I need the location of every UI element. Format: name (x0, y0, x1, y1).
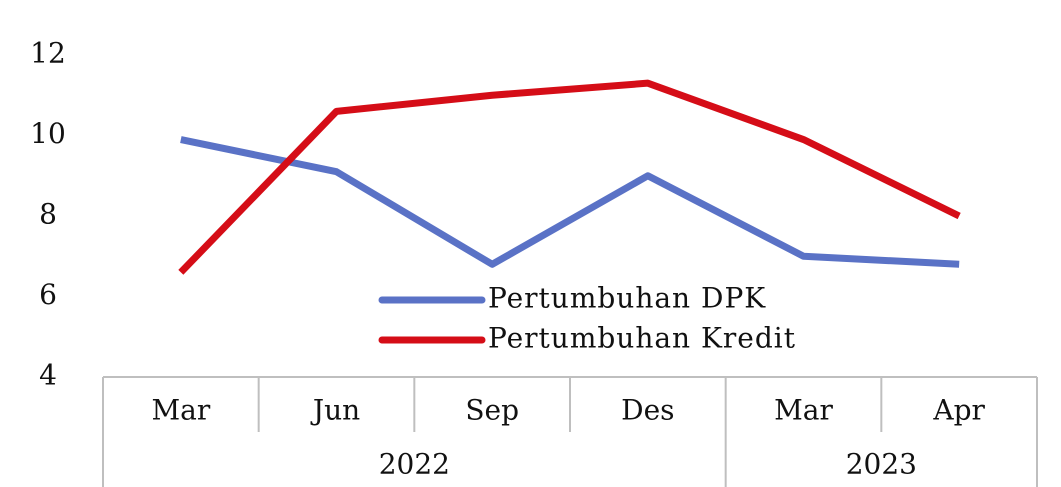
y-tick-label: 10 (30, 117, 66, 150)
legend-label: Pertumbuhan DPK (488, 282, 766, 315)
legend-label: Pertumbuhan Kredit (488, 322, 796, 355)
group-label: 2022 (379, 448, 450, 481)
x-tick-label: Des (621, 394, 674, 427)
x-tick-label: Mar (774, 394, 833, 427)
group-label: 2023 (846, 448, 917, 481)
y-tick-label: 6 (39, 278, 57, 311)
data-line (180, 136, 960, 268)
x-tick-label: Jun (310, 394, 360, 427)
y-tick-label: 4 (39, 359, 57, 392)
y-tick-label: 8 (39, 198, 57, 231)
x-tick-label: Mar (151, 394, 210, 427)
data-line (178, 79, 961, 275)
x-tick-label: Apr (932, 394, 985, 427)
y-tick-label: 12 (30, 37, 66, 70)
x-tick-label: Sep (465, 394, 519, 427)
